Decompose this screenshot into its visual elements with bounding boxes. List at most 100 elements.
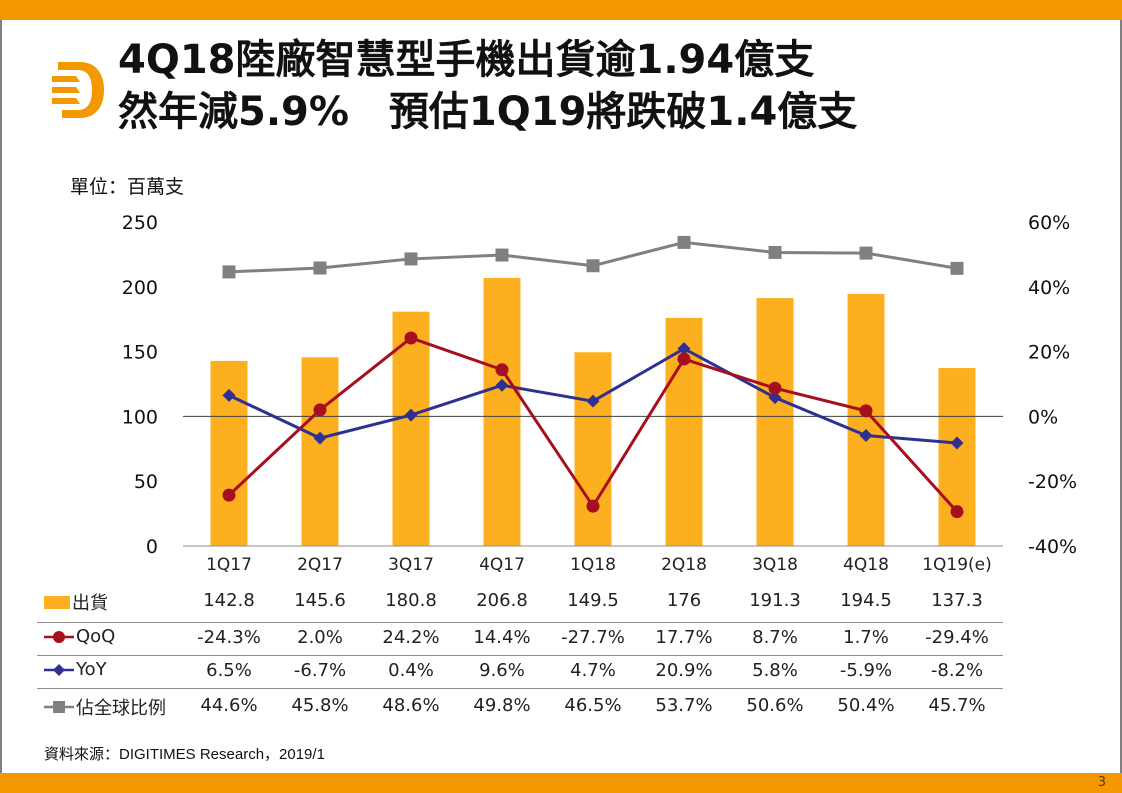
point-QoQ [677, 352, 691, 366]
category-label: 2Q18 [661, 555, 707, 575]
right-tick-label: -20% [1028, 471, 1077, 493]
table-cell: 176 [666, 590, 702, 611]
point-佔全球比例 [950, 261, 964, 275]
left-tick-label: 0 [146, 536, 158, 558]
right-tick-label: 20% [1028, 342, 1070, 364]
bar-4Q17 [483, 277, 521, 546]
table-cell: 194.5 [840, 590, 892, 611]
table-cell: 46.5% [564, 695, 622, 716]
table-cell: 50.6% [746, 695, 804, 716]
table-cell: 142.8 [203, 590, 255, 611]
slide-title: 4Q18陸廠智慧型手機出貨逾1.94億支 然年減5.9% 預估1Q19將跌破1.… [118, 34, 857, 138]
category-labels: 1Q17 2Q17 3Q17 4Q17 1Q18 2Q18 3Q18 4Q18 1Q19(e) [206, 555, 992, 575]
legend-qoq: QoQ [44, 626, 115, 647]
category-label: 3Q18 [752, 555, 798, 575]
legend-shipments: 出貨 [44, 589, 108, 615]
category-label: 1Q18 [570, 555, 616, 575]
table-cell: 48.6% [382, 695, 440, 716]
table-cell: 137.3 [931, 590, 983, 611]
table-divider [37, 655, 1003, 656]
right-tick-label: -40% [1028, 536, 1077, 558]
point-QoQ [586, 499, 600, 513]
bar-1Q17 [210, 360, 248, 546]
table-cell: 9.6% [479, 660, 525, 681]
category-label: 2Q17 [297, 555, 343, 575]
table-cell: 191.3 [749, 590, 801, 611]
table-cell: 4.7% [570, 660, 616, 681]
right-border [1120, 20, 1122, 773]
left-tick-label: 200 [122, 277, 158, 299]
table-row-qoq: QoQ -24.3% 2.0% 24.2% 14.4% -27.7% 17.7% 8.7% 1… [0, 623, 1122, 657]
point-佔全球比例 [404, 252, 418, 266]
table-cell: -6.7% [293, 660, 347, 681]
table-cell: 206.8 [476, 590, 528, 611]
point-佔全球比例 [859, 246, 873, 260]
left-tick-label: 100 [122, 406, 158, 428]
legend-qoq-label: QoQ [76, 626, 116, 647]
point-YoY [950, 436, 964, 450]
table-cell: -5.9% [839, 660, 893, 681]
table-cell: 50.4% [837, 695, 895, 716]
table-cell: 145.6 [294, 590, 346, 611]
table-cell: 6.5% [206, 660, 252, 681]
point-佔全球比例 [495, 248, 509, 262]
point-QoQ [950, 505, 964, 519]
diamond-marker-icon [44, 663, 74, 676]
table-cell: 45.7% [928, 695, 986, 716]
point-佔全球比例 [313, 261, 327, 275]
table-cell: 1.7% [843, 627, 889, 648]
left-tick-label: 250 [122, 212, 158, 234]
table-cell: -24.3% [197, 627, 261, 648]
table-cell: 180.8 [385, 590, 437, 611]
point-YoY [677, 342, 691, 356]
left-tick-label: 150 [122, 342, 158, 364]
point-QoQ [313, 403, 327, 417]
point-QoQ [222, 488, 236, 502]
table-cell: 24.2% [382, 627, 440, 648]
category-label: 4Q18 [843, 555, 889, 575]
title-line-1: 4Q18陸廠智慧型手機出貨逾1.94億支 [118, 37, 815, 83]
point-QoQ [859, 404, 873, 418]
bar-3Q17 [392, 311, 430, 546]
circle-marker-icon [44, 630, 74, 643]
table-cell: 8.7% [752, 627, 798, 648]
point-QoQ [404, 331, 418, 345]
square-marker-icon [44, 701, 74, 713]
table-row-share: 佔全球比例 44.6% 45.8% 48.6% 49.8% 46.5% 53.7% 50.6… [0, 691, 1122, 725]
legend-share-label: 佔全球比例 [76, 698, 166, 719]
table-cell: 53.7% [655, 695, 713, 716]
table-cell: 45.8% [291, 695, 349, 716]
bar-swatch-icon [44, 595, 70, 609]
bar-1Q18 [574, 352, 612, 546]
top-brand-bar [0, 0, 1122, 20]
legend-share: 佔全球比例 [44, 694, 166, 720]
right-tick-label: 40% [1028, 277, 1070, 299]
left-tick-label: 50 [134, 471, 158, 493]
bar-1Q19(e) [938, 368, 976, 546]
point-QoQ [768, 381, 782, 395]
point-YoY [313, 431, 327, 445]
table-cell: 17.7% [655, 627, 713, 648]
point-YoY [768, 391, 782, 405]
unit-label: 單位：百萬支 [70, 176, 185, 198]
page-number: 3 [1097, 775, 1106, 790]
table-cell: 44.6% [200, 695, 258, 716]
category-label: 4Q17 [479, 555, 525, 575]
category-label: 1Q17 [206, 555, 252, 575]
bar-4Q18 [847, 293, 885, 546]
table-cell: 14.4% [473, 627, 531, 648]
point-佔全球比例 [222, 265, 236, 279]
point-YoY [222, 388, 236, 402]
digitimes-logo-icon [52, 62, 104, 118]
table-cell: 20.9% [655, 660, 713, 681]
left-border [0, 20, 2, 773]
left-axis-ticks: 0 50 100 150 200 250 [122, 212, 158, 558]
table-divider [37, 688, 1003, 689]
point-佔全球比例 [768, 245, 782, 259]
table-cell: 5.8% [752, 660, 798, 681]
table-cell: 0.4% [388, 660, 434, 681]
title-line-2: 然年減5.9% 預估1Q19將跌破1.4億支 [118, 89, 858, 135]
category-label: 1Q19(e) [922, 555, 992, 575]
point-YoY [586, 394, 600, 408]
